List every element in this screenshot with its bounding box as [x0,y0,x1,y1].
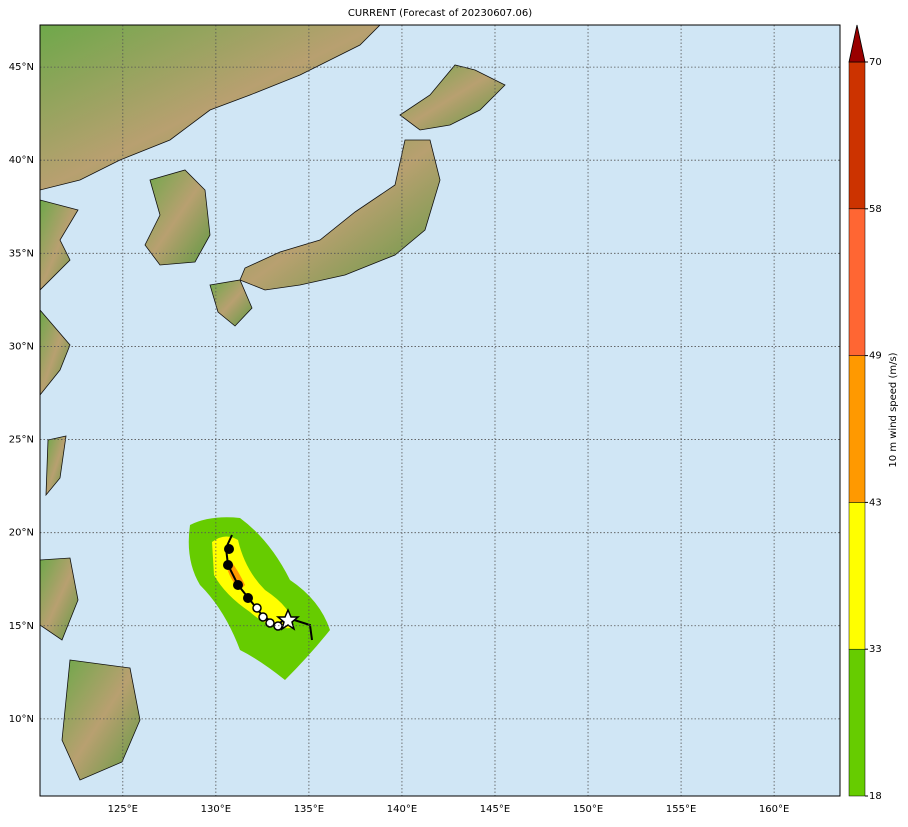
track-point [265,618,275,628]
luzon [40,557,79,641]
x-tick-label: 160°E [759,804,789,815]
colorbar-tick-label: 70 [869,57,882,68]
kyushu [209,279,253,327]
land-layer [40,25,506,781]
x-tick-label: 150°E [573,804,603,815]
y-tick-label: 20°N [9,528,34,539]
colorbar-label: 10 m wind speed (m/s) [888,352,899,467]
map-frame [39,24,841,797]
y-tick-label: 40°N [9,155,34,166]
china-coast [40,199,79,291]
colorbar-tick-label: 49 [869,351,882,362]
track-point [252,603,262,613]
x-tick-label: 155°E [666,804,696,815]
y-tick-label: 35°N [9,248,34,259]
wind-swath-33 [212,536,293,629]
grid [40,25,840,796]
storm-swath [188,517,330,680]
colorbar-segment [848,355,866,503]
track-point [223,560,233,570]
current-position [275,608,301,631]
x-tick-label: 135°E [294,804,324,815]
colorbar-segment [848,502,866,650]
china-coast-south [40,309,71,396]
colorbar-tick-label: 18 [869,791,882,802]
track-point [258,612,268,622]
colorbar-extend [848,24,866,63]
track-point [224,544,234,554]
track-point [243,593,253,603]
taiwan [45,435,67,497]
visayas-mindanao [61,659,141,781]
y-tick-label: 30°N [9,341,34,352]
x-tick-label: 145°E [480,804,510,815]
y-tick-label: 10°N [9,714,34,725]
korea [144,169,211,266]
map-title: CURRENT (Forecast of 20230607.06) [348,8,532,19]
ocean [40,25,840,796]
mainland-asia [40,25,381,191]
x-tick-label: 140°E [387,804,417,815]
y-tick-label: 45°N [9,62,34,73]
colorbar-tick-label: 33 [869,644,882,655]
colorbar-tick-label: 58 [869,204,882,215]
track-point [233,580,243,590]
x-tick-label: 125°E [108,804,138,815]
honshu [239,139,441,291]
y-tick-label: 25°N [9,435,34,446]
x-tick-label: 130°E [201,804,231,815]
y-tick-label: 15°N [9,621,34,632]
colorbar-tick-label: 43 [869,497,882,508]
colorbar-segment [848,208,866,356]
colorbar-segment [848,648,866,797]
hokkaido [399,64,506,131]
colorbar-segment [848,61,866,210]
